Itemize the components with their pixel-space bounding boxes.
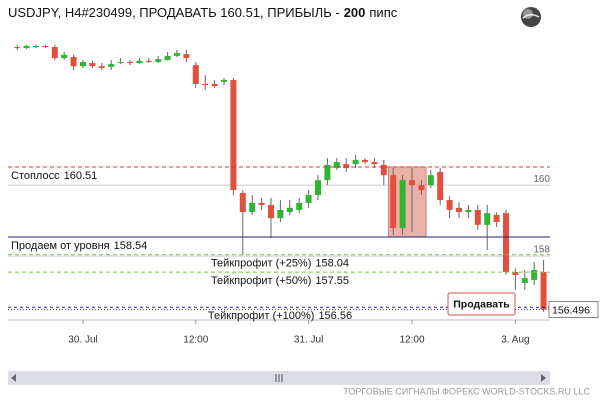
profit-unit: пипс [369, 5, 397, 20]
candle-body [61, 54, 68, 59]
level-label: Тейкпрофит (+50%) 157.55 [211, 275, 349, 287]
candle-body [51, 47, 58, 59]
candle-body [286, 207, 293, 213]
candle-body [14, 47, 21, 49]
candle-body [333, 162, 340, 169]
level-name: Тейкпрофит (+50%) [211, 275, 311, 287]
candle-body [23, 45, 30, 49]
candle-body [268, 204, 274, 219]
level-label: Продаем от уровня 158.54 [11, 240, 147, 252]
sell-button[interactable] [447, 292, 516, 316]
level-name: Тейкпрофит (+25%) [211, 258, 311, 270]
title-text: USDJPY, H4#230499, ПРОДАВАТЬ 160.51, ПРИ… [8, 5, 340, 20]
level-value: 160.51 [64, 170, 98, 182]
candle-body [164, 55, 171, 61]
level-value: 157.55 [315, 275, 349, 287]
candle-body [343, 164, 350, 169]
candle-body [474, 209, 481, 225]
level-value: 158.04 [315, 258, 349, 270]
candle-body [456, 207, 462, 213]
candle-body [155, 59, 162, 62]
candle-body [183, 54, 190, 59]
candle-body [98, 66, 105, 68]
chart-title: USDJPY, H4#230499, ПРОДАВАТЬ 160.51, ПРИ… [8, 5, 398, 20]
candle-body [324, 164, 331, 181]
level-label: Стоплосс 160.51 [11, 170, 97, 182]
candle-body [211, 83, 218, 87]
candle-body [446, 200, 453, 210]
candle-body [371, 162, 378, 165]
level-value: 158.54 [114, 240, 148, 252]
candle-body [521, 278, 528, 284]
candle-body [493, 214, 500, 223]
candle-body [145, 60, 152, 62]
level-label: Тейкпрофит (+100%) 156.56 [208, 310, 352, 322]
candle-body [390, 175, 397, 229]
globe-icon[interactable] [521, 7, 541, 27]
candle-body [70, 56, 77, 67]
x-tick-label: 31. Jul [294, 335, 323, 346]
profit-value: 200 [344, 5, 366, 20]
candle-body [540, 272, 547, 310]
level-name: Тейкпрофит (+100%) [208, 310, 315, 322]
candle-body [117, 61, 124, 64]
candle-body [296, 202, 303, 210]
candle-body [108, 64, 115, 67]
level-name: Стоплосс [11, 170, 60, 182]
y-tick-label: 160 [533, 174, 550, 185]
candle-body [239, 192, 246, 213]
candle-body [352, 159, 359, 165]
candle-body [531, 269, 538, 280]
candle-body [221, 80, 227, 82]
candle-body [249, 202, 256, 213]
footer: ТОРГОВЫЕ СИГНАЛЫ ФОРЕКС WORLD-STOCKS.RU … [343, 386, 590, 396]
candle-body [42, 45, 49, 48]
candle-body [202, 83, 209, 86]
candle-body [427, 175, 434, 186]
current-price-label: 156.496 [552, 304, 590, 316]
candle-body [362, 159, 368, 163]
x-tick-label: 12:00 [183, 335, 208, 346]
candle-body [484, 213, 491, 225]
x-tick-label: 3. Aug [501, 335, 529, 346]
x-tick-label: 30. Jul [68, 335, 97, 346]
candle-body [305, 195, 312, 203]
candle-body [80, 61, 86, 67]
candle-body [437, 171, 444, 201]
candle-body [136, 60, 143, 64]
candle-body [465, 209, 472, 213]
candle-body [399, 180, 406, 229]
candle-body [315, 180, 321, 196]
candle-body [409, 180, 415, 186]
scroll-grip[interactable] [275, 374, 283, 382]
sell-button-label[interactable]: Продавать [453, 298, 510, 310]
candle-body [503, 213, 509, 273]
current-price-box [548, 300, 599, 318]
candle-body [230, 80, 237, 191]
candle-body [258, 202, 265, 205]
y-tick-label: 158 [533, 245, 550, 256]
x-tick-label: 12:00 [399, 335, 424, 346]
candle-body [380, 164, 387, 176]
candle-body [418, 185, 425, 191]
candle-body [174, 53, 180, 56]
candle-body [127, 61, 133, 64]
candle-body [512, 272, 519, 275]
level-label: Тейкпрофит (+25%) 158.04 [211, 258, 349, 270]
level-value: 156.56 [318, 310, 352, 322]
level-name: Продаем от уровня [11, 240, 110, 252]
candle-body [89, 63, 96, 67]
candle-body [33, 45, 39, 48]
scroll-left[interactable] [11, 374, 16, 382]
scroll-right[interactable] [541, 374, 546, 382]
candle-body [277, 209, 284, 219]
candle-body [192, 65, 199, 84]
